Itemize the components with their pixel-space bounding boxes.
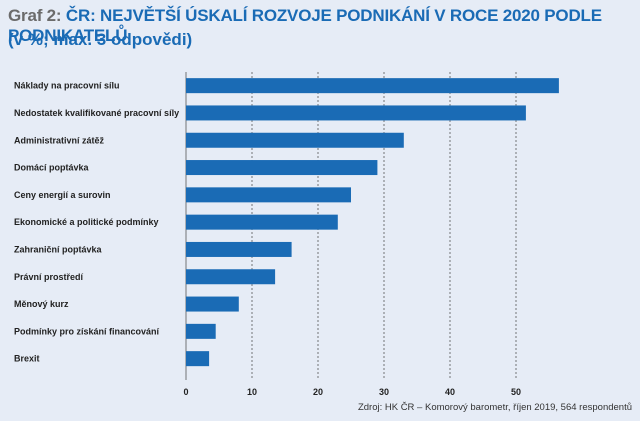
tick-label-20: 20	[313, 387, 323, 397]
bar-1	[186, 78, 559, 94]
source-note: Zdroj: HK ČR – Komorový barometr, říjen …	[357, 402, 632, 413]
category-label-2: Nedostatek kvalifikované pracovní síly	[14, 108, 179, 118]
chart-subtitle: (v %; max. 3 odpovědi)	[8, 30, 193, 49]
chart-title-main: ČR: NEJVĚTŠÍ ÚSKALÍ ROZVOJE PODNIKÁNÍ V …	[8, 6, 602, 45]
bar-4	[186, 160, 378, 176]
category-labels: Náklady na pracovní sílu Nedostatek kvali…	[14, 81, 179, 364]
bars-layer	[186, 78, 559, 367]
bar-8	[186, 269, 276, 285]
category-label-10: Podmínky pro získání financování	[14, 326, 160, 336]
category-label-4: Domácí poptávka	[14, 163, 90, 173]
category-label-7: Zahraniční poptávka	[14, 244, 103, 254]
tick-label-10: 10	[247, 387, 257, 397]
category-label-8: Právní prostředí	[14, 272, 84, 282]
tick-labels: 0 10 20 30 40 50	[183, 387, 521, 397]
chart-title-prefix: Graf 2:	[8, 6, 66, 25]
bar-3	[186, 132, 404, 148]
bar-6	[186, 214, 338, 230]
bar-2	[186, 105, 526, 121]
tick-label-50: 50	[511, 387, 521, 397]
chart-title: Graf 2: ČR: NEJVĚTŠÍ ÚSKALÍ ROZVOJE PODN…	[8, 6, 638, 46]
tick-label-0: 0	[183, 387, 188, 397]
bar-7	[186, 241, 292, 257]
tick-label-40: 40	[445, 387, 455, 397]
category-label-6: Ekonomické a politické podmínky	[14, 217, 159, 227]
bar-10	[186, 323, 216, 339]
category-label-3: Administrativní zátěž	[14, 135, 105, 145]
category-label-5: Ceny energií a surovin	[14, 190, 111, 200]
bar-11	[186, 351, 210, 367]
category-label-1: Náklady na pracovní sílu	[14, 81, 120, 91]
category-label-11: Brexit	[14, 354, 40, 364]
bar-5	[186, 187, 351, 203]
bar-9	[186, 296, 239, 312]
category-label-9: Měnový kurz	[14, 299, 69, 309]
tick-label-30: 30	[379, 387, 389, 397]
